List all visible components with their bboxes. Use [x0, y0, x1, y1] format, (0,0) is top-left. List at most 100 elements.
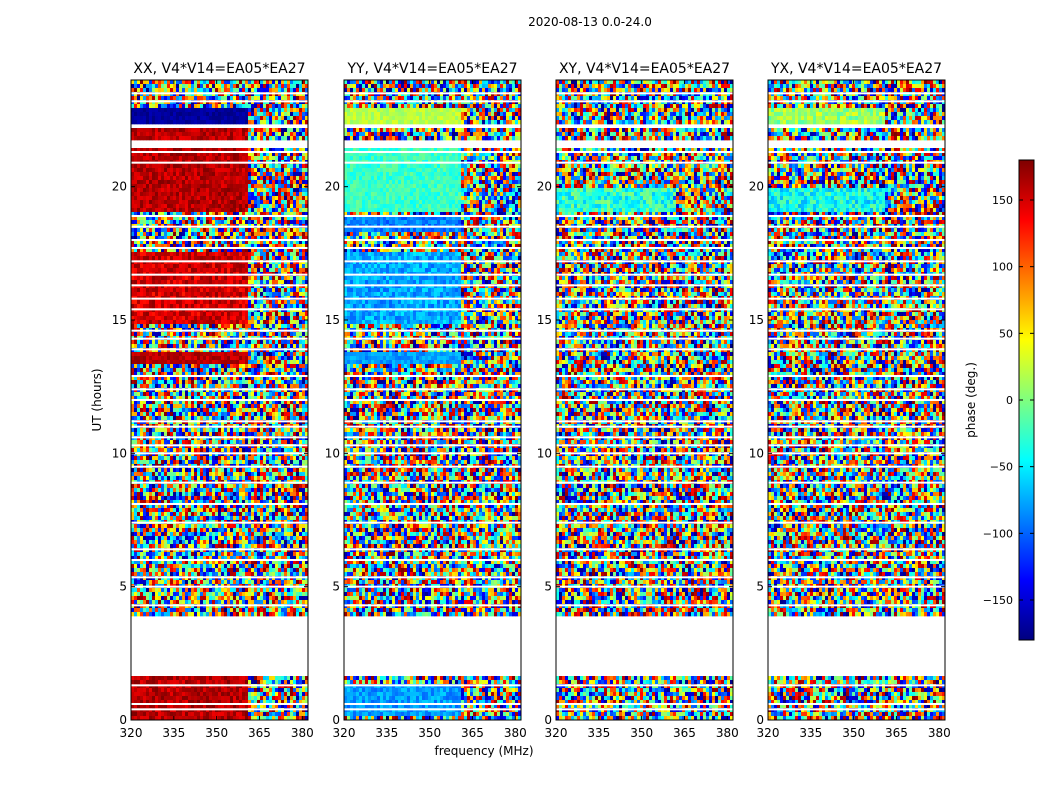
heatmap-cell [197, 184, 201, 189]
heatmap-cell [155, 208, 159, 213]
heatmap-cell [242, 416, 246, 421]
heatmap-cell [164, 240, 168, 245]
heatmap-cell [236, 104, 240, 109]
heatmap-cell [176, 204, 180, 209]
heatmap-cell [149, 392, 153, 397]
heatmap-cell [251, 108, 255, 113]
heatmap-cell [272, 176, 276, 181]
heatmap-cell [305, 332, 309, 337]
heatmap-cell [215, 176, 219, 181]
x-axis-label: frequency (MHz) [434, 744, 533, 758]
heatmap-cell [197, 376, 201, 381]
heatmap-cell [263, 416, 267, 421]
heatmap-cell [212, 220, 216, 225]
heatmap-cell [206, 196, 210, 201]
heatmap-cell [173, 404, 177, 409]
heatmap-cell [263, 188, 267, 193]
heatmap-cell [281, 280, 285, 285]
heatmap-cell [287, 108, 291, 113]
heatmap-cell [299, 404, 303, 409]
heatmap-cell [266, 80, 270, 85]
heatmap-cell [293, 88, 297, 93]
heatmap-cell [185, 396, 189, 401]
heatmap-cell [296, 372, 300, 377]
heatmap-cell [161, 332, 165, 337]
heatmap-cell [203, 216, 207, 221]
heatmap-cell [302, 376, 306, 381]
heatmap-cell [260, 316, 264, 321]
heatmap-cell [176, 116, 180, 121]
heatmap-cell [176, 372, 180, 377]
heatmap-cell [191, 184, 195, 189]
heatmap-cell [179, 312, 183, 317]
heatmap-cell [167, 228, 171, 233]
heatmap-cell [302, 300, 306, 305]
heatmap-cell [155, 180, 159, 185]
heatmap-cell [266, 196, 270, 201]
heatmap-cell [146, 320, 150, 325]
heatmap-cell [221, 384, 225, 389]
heatmap-cell [173, 264, 177, 269]
heatmap-cell [209, 416, 213, 421]
heatmap-cell [155, 120, 159, 125]
heatmap-cell [305, 136, 309, 141]
heatmap-cell [137, 204, 141, 209]
heatmap-cell [221, 116, 225, 121]
heatmap-cell [152, 172, 156, 177]
heatmap-cell [302, 364, 306, 369]
heatmap-cell [143, 324, 147, 329]
heatmap-cell [284, 184, 288, 189]
heatmap-cell [236, 396, 240, 401]
heatmap-cell [143, 200, 147, 205]
heatmap-cell [269, 236, 273, 241]
heatmap-cell [170, 396, 174, 401]
heatmap-cell [281, 404, 285, 409]
heatmap-cell [239, 256, 243, 261]
heatmap-cell [188, 104, 192, 109]
heatmap-cell [227, 264, 231, 269]
heatmap-cell [284, 316, 288, 321]
heatmap-cell [284, 280, 288, 285]
heatmap-cell [164, 396, 168, 401]
heatmap-cell [302, 112, 306, 117]
heatmap-cell [227, 412, 231, 417]
heatmap-cell [188, 276, 192, 281]
heatmap-cell [260, 292, 264, 297]
heatmap-cell [212, 236, 216, 241]
heatmap-cell [167, 132, 171, 137]
heatmap-cell [197, 312, 201, 317]
heatmap-cell [134, 200, 138, 205]
heatmap-cell [224, 264, 228, 269]
heatmap-cell [182, 324, 186, 329]
heatmap-cell [200, 136, 204, 141]
heatmap-cell [131, 84, 135, 89]
heatmap-cell [176, 356, 180, 361]
heatmap-cell [224, 344, 228, 349]
heatmap-cell [296, 352, 300, 357]
heatmap-cell [197, 392, 201, 397]
heatmap-cell [245, 132, 249, 137]
heatmap-cell [182, 208, 186, 213]
heatmap-cell [176, 220, 180, 225]
heatmap-cell [161, 148, 165, 153]
heatmap-cell [164, 392, 168, 397]
heatmap-cell [167, 96, 171, 101]
heatmap-cell [233, 104, 237, 109]
heatmap-cell [143, 184, 147, 189]
heatmap-cell [134, 344, 138, 349]
heatmap-cell [134, 396, 138, 401]
heatmap-cell [143, 216, 147, 221]
heatmap-cell [287, 292, 291, 297]
heatmap-cell [239, 192, 243, 197]
heatmap-cell [140, 368, 144, 373]
heatmap-cell [179, 208, 183, 213]
heatmap-cell [302, 340, 306, 345]
heatmap-cell [179, 132, 183, 137]
heatmap-cell [218, 340, 222, 345]
heatmap-cell [149, 108, 153, 113]
heatmap-cell [191, 396, 195, 401]
heatmap-cell [137, 228, 141, 233]
heatmap-cell [140, 204, 144, 209]
heatmap-cell [182, 132, 186, 137]
heatmap-cell [209, 216, 213, 221]
